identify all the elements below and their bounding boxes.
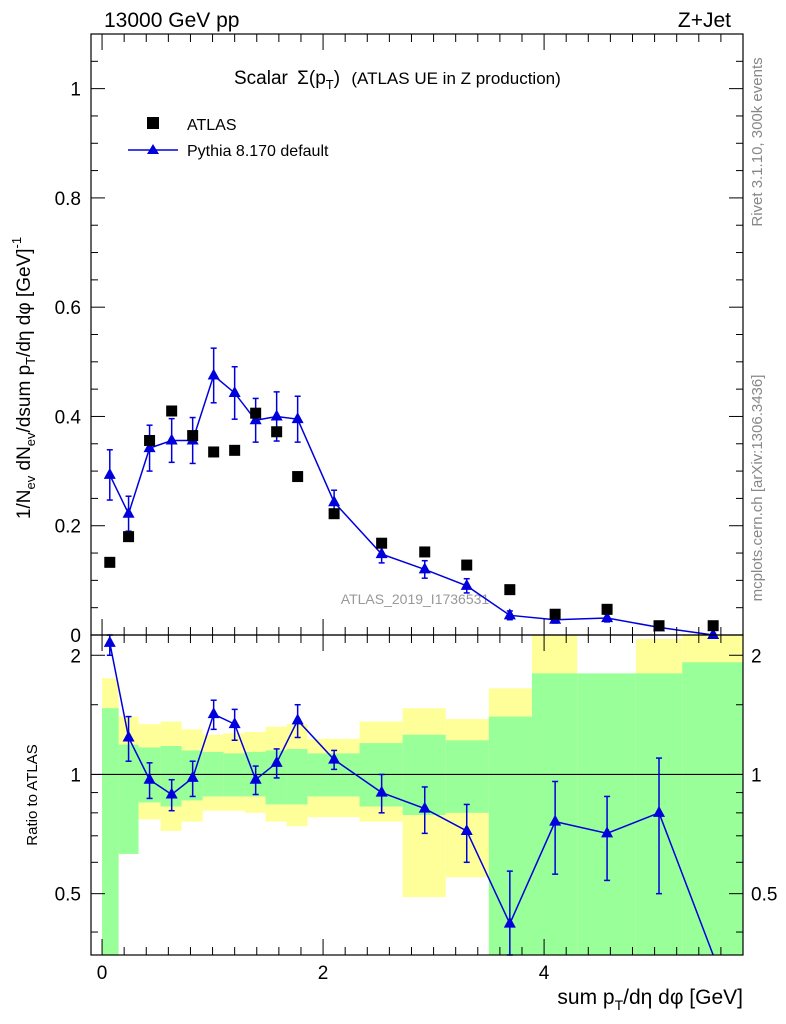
atlas-point — [229, 444, 241, 456]
atlas-point — [123, 531, 135, 543]
atlas-point — [166, 405, 178, 417]
main-y-tick-label: 0.4 — [55, 407, 82, 428]
main-y-tick-label: 0.6 — [55, 298, 81, 319]
atlas-point — [328, 508, 340, 520]
pythia-point — [375, 547, 388, 559]
pythia-point — [249, 413, 262, 425]
green-band-bin — [682, 662, 743, 955]
atlas-point — [208, 446, 220, 458]
x-tick-label: 4 — [539, 963, 550, 984]
atlas-point — [187, 430, 199, 442]
pythia-point — [328, 495, 341, 507]
main-panel-marks — [103, 347, 720, 639]
legend-pythia-marker — [147, 144, 159, 154]
energy-label: 13000 GeV pp — [104, 9, 239, 32]
ratio-point — [186, 770, 199, 782]
x-tick-label: 2 — [318, 963, 329, 984]
atlas-point — [601, 603, 613, 615]
main-y-axis-label: 1/Nev dNev/dsum pT/dη dφ [GeV]-1 — [9, 237, 38, 519]
pythia-point — [270, 409, 283, 421]
atlas-point — [504, 584, 516, 596]
plot-title: Scalar Σ(pT) (ATLAS UE in Z production) — [234, 68, 561, 92]
main-y-tick-label: 0.2 — [55, 517, 81, 538]
ratio-point — [228, 717, 241, 729]
pythia-point — [418, 562, 431, 574]
ratio-point — [122, 730, 135, 742]
main-y-tick-label: 0.8 — [55, 189, 81, 210]
ratio-y-tick-label-left: 2 — [70, 646, 81, 667]
pythia-point — [601, 611, 614, 623]
axes: 00.20.40.60.810 2 40.5 0.51 12 2 — [55, 33, 777, 984]
legend-atlas-marker — [147, 117, 159, 129]
ratio-point — [503, 916, 516, 928]
ratio-y-tick-label-right: 1 — [751, 765, 762, 786]
atlas-point — [144, 434, 156, 446]
legend: ATLAS Pythia 8.170 default — [128, 117, 329, 160]
ratio-point — [207, 707, 220, 719]
pythia-point — [207, 368, 220, 380]
x-axis-label: sum pT/dη dφ [GeV] — [557, 986, 743, 1013]
ratio-point — [291, 713, 304, 725]
atlas-point — [419, 546, 431, 558]
ratio-y-tick-label-left: 1 — [70, 765, 81, 786]
ratio-y-tick-label-left: 0.5 — [55, 885, 81, 906]
analysis-watermark: ATLAS_2019_I1736531 — [341, 591, 490, 607]
atlas-point — [376, 537, 388, 549]
atlas-point — [250, 407, 262, 419]
pythia-point — [291, 412, 304, 424]
pythia-point — [122, 506, 135, 518]
ratio-point — [143, 772, 156, 784]
atlas-point — [549, 608, 561, 620]
atlas-point — [653, 620, 665, 632]
green-band-bin — [118, 744, 139, 854]
main-y-tick-label: 1 — [70, 80, 81, 101]
pythia-point — [103, 467, 116, 479]
pythia-point — [143, 441, 156, 453]
atlas-point — [707, 620, 719, 632]
ratio-point — [549, 814, 562, 826]
ratio-point — [601, 826, 614, 838]
ratio-uncertainty-bands — [91, 635, 743, 955]
process-label: Z+Jet — [678, 9, 731, 32]
pythia-point — [228, 385, 241, 397]
ratio-y-axis-label: Ratio to ATLAS — [24, 744, 41, 845]
ratio-point — [328, 752, 341, 764]
mcplots-label: mcplots.cern.ch [arXiv:1306.3436] — [749, 375, 766, 602]
pythia-point — [503, 608, 516, 620]
ratio-point — [249, 772, 262, 784]
ratio-y-tick-label-right: 0.5 — [751, 885, 777, 906]
ratio-point — [103, 635, 116, 647]
atlas-point — [461, 559, 473, 571]
main-y-tick-label: 0 — [70, 626, 81, 647]
ratio-point — [653, 805, 666, 817]
pythia-point — [460, 578, 473, 590]
ratio-point — [418, 801, 431, 813]
pythia-point — [165, 433, 178, 445]
ratio-point — [270, 755, 283, 767]
atlas-point — [104, 556, 116, 568]
rivet-label: Rivet 3.1.10, 300k events — [749, 57, 766, 226]
ratio-point — [460, 823, 473, 835]
legend-pythia-label: Pythia 8.170 default — [187, 143, 329, 160]
green-band-bin — [445, 740, 489, 813]
ratio-y-tick-label-right: 2 — [751, 646, 762, 667]
x-tick-label: 0 — [97, 963, 108, 984]
green-band-bin — [286, 748, 308, 805]
pythia-point — [707, 628, 720, 639]
legend-atlas-label: ATLAS — [187, 117, 237, 134]
ratio-point — [165, 787, 178, 799]
green-band-bin — [102, 708, 119, 955]
atlas-point — [271, 426, 283, 438]
ratio-point — [375, 785, 388, 797]
atlas-point — [292, 471, 304, 483]
ratio-panel-marks — [103, 634, 714, 956]
ratio-panel-frame — [90, 634, 744, 956]
